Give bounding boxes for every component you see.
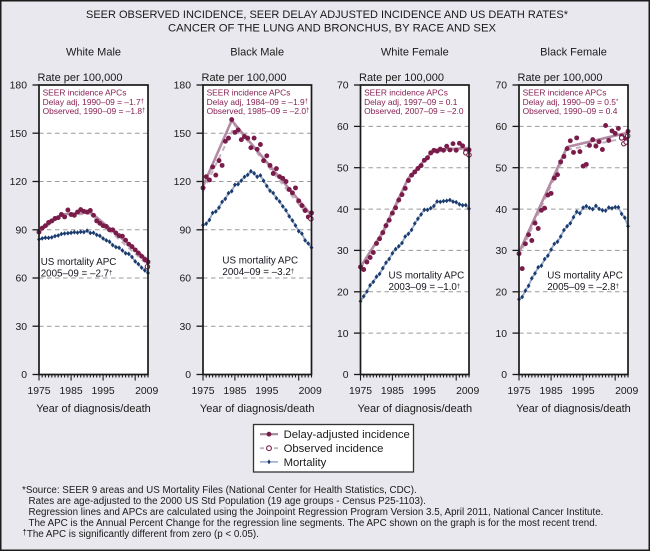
svg-text:1975: 1975 xyxy=(507,386,530,397)
svg-text:1995: 1995 xyxy=(413,386,436,397)
svg-text:SEER incidence APCs: SEER incidence APCs xyxy=(43,87,127,97)
svg-text:Rate per 100,000: Rate per 100,000 xyxy=(202,72,287,84)
svg-text:Delay adj, 1997–09 = 0.1: Delay adj, 1997–09 = 0.1 xyxy=(364,97,458,107)
svg-text:Delay adj, 1984–09 = –1.9†: Delay adj, 1984–09 = –1.9† xyxy=(207,97,308,107)
svg-text:Rate per 100,000: Rate per 100,000 xyxy=(38,72,123,84)
svg-text:0: 0 xyxy=(501,370,507,381)
svg-text:US mortality APC: US mortality APC xyxy=(222,256,298,267)
svg-text:60: 60 xyxy=(337,122,349,133)
svg-text:40: 40 xyxy=(337,205,349,216)
svg-text:Year of diagnosis/death: Year of diagnosis/death xyxy=(358,403,473,415)
svg-text:Year of diagnosis/death: Year of diagnosis/death xyxy=(516,403,631,415)
svg-text:90: 90 xyxy=(179,225,191,236)
svg-text:2009: 2009 xyxy=(615,386,638,397)
svg-text:20: 20 xyxy=(337,288,349,299)
svg-text:Rates are age-adjusted to the: Rates are age-adjusted to the 2000 US St… xyxy=(29,496,426,507)
svg-text:Black Female: Black Female xyxy=(540,47,607,59)
svg-text:10: 10 xyxy=(495,329,507,340)
svg-text:2004–09 = –3.2†: 2004–09 = –3.2† xyxy=(222,267,294,278)
svg-text:SEER incidence APCs: SEER incidence APCs xyxy=(207,87,291,97)
svg-text:180: 180 xyxy=(174,81,192,92)
svg-text:Black Male: Black Male xyxy=(230,47,284,59)
svg-text:Observed, 1990–09 = 0.4: Observed, 1990–09 = 0.4 xyxy=(523,106,618,116)
svg-text:1975: 1975 xyxy=(191,386,214,397)
svg-text:†The APC is significantly diff: †The APC is significantly different from… xyxy=(23,528,259,540)
svg-text:60: 60 xyxy=(495,122,507,133)
svg-text:2005–09 = –2.8†: 2005–09 = –2.8† xyxy=(547,282,619,293)
svg-text:Observed, 1990–09 = –1.8†: Observed, 1990–09 = –1.8† xyxy=(43,106,146,116)
svg-text:150: 150 xyxy=(174,129,192,140)
svg-text:30: 30 xyxy=(337,246,349,257)
svg-text:Year of diagnosis/death: Year of diagnosis/death xyxy=(36,403,151,415)
svg-text:30: 30 xyxy=(179,322,191,333)
svg-text:White Female: White Female xyxy=(381,47,449,59)
svg-text:1995: 1995 xyxy=(255,386,278,397)
svg-text:Delay-adjusted incidence: Delay-adjusted incidence xyxy=(284,429,410,441)
svg-text:Rate per 100,000: Rate per 100,000 xyxy=(359,72,444,84)
svg-text:50: 50 xyxy=(495,163,507,174)
svg-text:1985: 1985 xyxy=(381,386,404,397)
svg-text:US mortality APC: US mortality APC xyxy=(547,271,623,282)
svg-text:Observed, 1985–09 = –2.0†: Observed, 1985–09 = –2.0† xyxy=(207,106,310,116)
svg-text:150: 150 xyxy=(10,129,28,140)
svg-text:US mortality APC: US mortality APC xyxy=(41,257,117,268)
svg-text:1995: 1995 xyxy=(92,386,115,397)
svg-text:1975: 1975 xyxy=(349,386,372,397)
svg-text:0: 0 xyxy=(343,370,349,381)
svg-text:Rate per 100,000: Rate per 100,000 xyxy=(518,72,603,84)
svg-text:SEER OBSERVED INCIDENCE, SEER: SEER OBSERVED INCIDENCE, SEER DELAY ADJU… xyxy=(86,9,569,21)
svg-text:Observed incidence: Observed incidence xyxy=(284,443,384,455)
svg-text:70: 70 xyxy=(337,81,349,92)
svg-text:30: 30 xyxy=(495,246,507,257)
svg-text:Mortality: Mortality xyxy=(284,457,327,469)
svg-text:1995: 1995 xyxy=(572,386,595,397)
svg-text:2009: 2009 xyxy=(456,386,479,397)
svg-text:1985: 1985 xyxy=(223,386,246,397)
svg-text:1985: 1985 xyxy=(540,386,563,397)
svg-text:90: 90 xyxy=(15,225,27,236)
svg-text:30: 30 xyxy=(15,322,27,333)
svg-text:SEER incidence APCs: SEER incidence APCs xyxy=(523,87,607,97)
svg-text:2005–09 = –2.7†: 2005–09 = –2.7† xyxy=(41,269,113,280)
svg-text:180: 180 xyxy=(10,81,28,92)
svg-text:1985: 1985 xyxy=(60,386,83,397)
svg-text:Observed, 2007–09 = –2.0: Observed, 2007–09 = –2.0 xyxy=(364,106,464,116)
svg-text:2009: 2009 xyxy=(135,386,158,397)
svg-text:Year of diagnosis/death: Year of diagnosis/death xyxy=(200,403,315,415)
svg-text:120: 120 xyxy=(10,177,28,188)
svg-text:CANCER OF THE LUNG AND BRONCHU: CANCER OF THE LUNG AND BRONCHUS, BY RACE… xyxy=(168,23,496,35)
svg-text:White Male: White Male xyxy=(66,47,121,59)
svg-text:Delay adj, 1990–09 = 0.5*: Delay adj, 1990–09 = 0.5* xyxy=(523,97,619,107)
svg-text:US mortality APC: US mortality APC xyxy=(389,271,465,282)
svg-text:1975: 1975 xyxy=(27,386,50,397)
svg-text:Delay adj, 1990–09 = –1.7†: Delay adj, 1990–09 = –1.7† xyxy=(43,97,144,107)
svg-text:60: 60 xyxy=(15,274,27,285)
svg-text:*Source: SEER 9 areas and US M: *Source: SEER 9 areas and US Mortality F… xyxy=(22,485,417,496)
svg-text:0: 0 xyxy=(21,370,27,381)
svg-text:10: 10 xyxy=(337,329,349,340)
svg-text:0: 0 xyxy=(185,370,191,381)
svg-text:20: 20 xyxy=(495,288,507,299)
svg-text:40: 40 xyxy=(495,205,507,216)
svg-text:SEER incidence APCs: SEER incidence APCs xyxy=(364,87,448,97)
svg-text:50: 50 xyxy=(337,163,349,174)
svg-text:120: 120 xyxy=(174,177,192,188)
svg-text:2003–09 = –1.0†: 2003–09 = –1.0† xyxy=(389,282,461,293)
svg-text:70: 70 xyxy=(495,81,507,92)
svg-text:The APC is the Annual Percent: The APC is the Annual Percent Change for… xyxy=(29,518,598,529)
svg-text:Regression lines and APCs are: Regression lines and APCs are calculated… xyxy=(29,507,604,518)
svg-text:60: 60 xyxy=(179,274,191,285)
svg-text:2009: 2009 xyxy=(299,386,322,397)
